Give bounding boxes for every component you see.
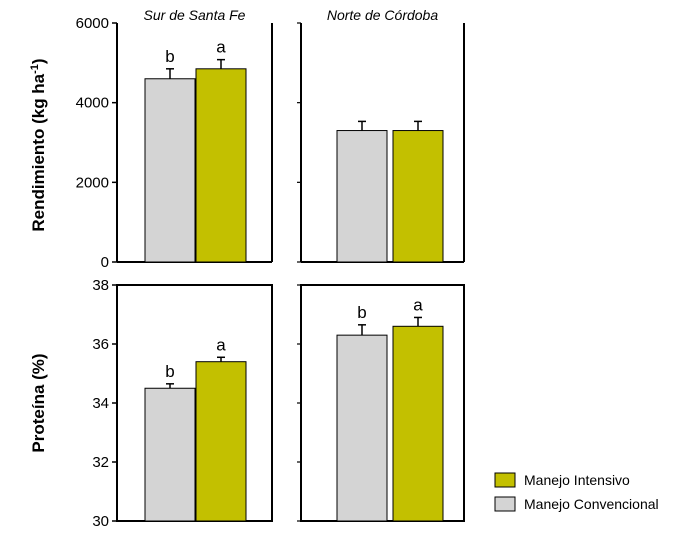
bar-conventional (336, 130, 388, 263)
y-tick-label: 2000 (76, 174, 109, 191)
bar-intensive (392, 130, 444, 263)
y-tick-label: 36 (92, 336, 109, 353)
y-tick-label: 32 (92, 454, 109, 471)
significance-letter: b (165, 362, 174, 381)
bar-conventional (144, 78, 196, 263)
panel-title: Norte de Córdoba (327, 7, 439, 23)
panel-3: 30 32 34 36 38 b a (92, 277, 273, 530)
significance-letter: b (165, 47, 174, 66)
legend: Manejo Intensivo Manejo Convencional (494, 472, 659, 512)
y-tick-label: 4000 (76, 95, 109, 112)
legend-label-conventional: Manejo Convencional (524, 496, 659, 512)
legend-swatch-conventional (494, 496, 516, 512)
bar-intensive (392, 325, 444, 522)
y-tick-label: 30 (92, 513, 109, 530)
panel-1: Sur de Santa Fe 0 2000 4000 6000 b a (76, 7, 273, 271)
y-tick-label: 38 (92, 277, 109, 294)
panel-2: Norte de Córdoba (297, 7, 465, 263)
legend-label-intensive: Manejo Intensivo (524, 472, 630, 488)
significance-letter: a (216, 335, 226, 354)
y-tick-label: 6000 (76, 15, 109, 32)
y-tick-label: 34 (92, 395, 109, 412)
bar-conventional (144, 387, 196, 522)
significance-letter: a (216, 38, 226, 57)
significance-letter: a (413, 295, 423, 314)
panel-title: Sur de Santa Fe (144, 7, 246, 23)
bar-intensive (195, 68, 247, 263)
y-axis-label-yield: Rendimiento (kg ha-1) (29, 58, 48, 231)
y-axis-label-protein: Proteína (%) (29, 353, 48, 452)
significance-letter: b (357, 303, 366, 322)
legend-swatch-intensive (494, 472, 516, 488)
bar-conventional (336, 334, 388, 522)
y-tick-label: 0 (101, 254, 109, 271)
bar-intensive (195, 361, 247, 522)
